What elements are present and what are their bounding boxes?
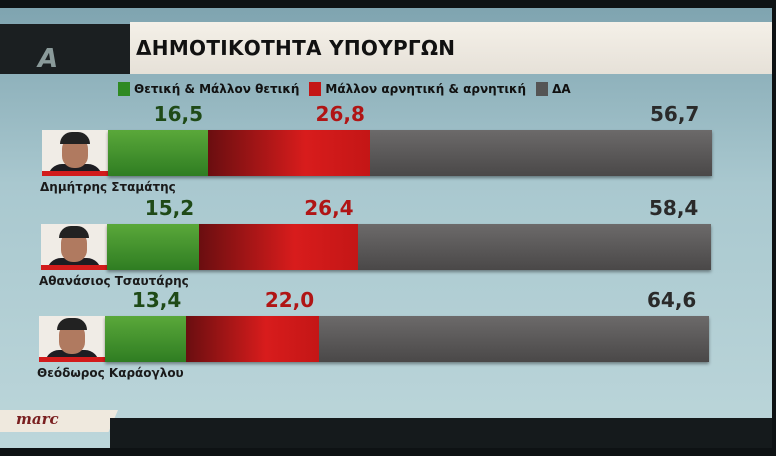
legend-item-dk: ΔΑ bbox=[536, 82, 571, 96]
bar-segment bbox=[369, 130, 712, 176]
category-label: Αθανάσιος Τσαυτάρης bbox=[39, 274, 189, 288]
bar-segment bbox=[318, 316, 709, 362]
data-label: 26,4 bbox=[304, 196, 354, 220]
minister-photo bbox=[41, 224, 107, 270]
data-label: 15,2 bbox=[144, 196, 195, 220]
bar-segment bbox=[105, 316, 186, 362]
data-label: 22,0 bbox=[264, 288, 315, 312]
minister-photo bbox=[39, 316, 105, 362]
bottom-strip bbox=[110, 418, 772, 448]
data-label: 56,7 bbox=[650, 102, 700, 126]
bar-segment bbox=[207, 130, 370, 176]
data-label: 64,6 bbox=[647, 288, 697, 312]
legend-swatch-red bbox=[309, 82, 322, 96]
stacked-bar bbox=[105, 316, 709, 362]
data-label: 26,8 bbox=[315, 102, 365, 126]
category-label: Θεόδωρος Καράογλου bbox=[37, 366, 184, 380]
data-label: 13,4 bbox=[131, 288, 182, 312]
bar-segment bbox=[358, 224, 711, 270]
bar-segment bbox=[107, 224, 199, 270]
legend: Θετική & Μάλλον θετική Μάλλον αρνητική &… bbox=[118, 82, 571, 96]
data-label: 58,4 bbox=[649, 196, 699, 220]
legend-swatch-gray bbox=[536, 82, 549, 96]
legend-item-positive: Θετική & Μάλλον θετική bbox=[118, 82, 299, 96]
minister-photo bbox=[42, 130, 108, 176]
bar-segment bbox=[108, 130, 208, 176]
legend-label: Μάλλον αρνητική & αρνητική bbox=[325, 82, 527, 96]
source-logo: marc bbox=[0, 410, 118, 432]
legend-label: Θετική & Μάλλον θετική bbox=[134, 82, 300, 96]
legend-item-negative: Μάλλον αρνητική & αρνητική bbox=[309, 82, 526, 96]
bar-segment bbox=[198, 224, 359, 270]
logo-box: A bbox=[0, 24, 132, 74]
channel-logo: A bbox=[38, 44, 59, 74]
chart-title: ΔΗΜΟΤΙΚΟΤΗΤΑ ΥΠΟΥΡΓΩΝ bbox=[136, 36, 456, 60]
stacked-bar bbox=[108, 130, 712, 176]
tv-screen: A ΔΗΜΟΤΙΚΟΤΗΤΑ ΥΠΟΥΡΓΩΝ Θετική & Μάλλον … bbox=[0, 8, 772, 448]
bar-segment bbox=[185, 316, 319, 362]
source-label: marc bbox=[16, 410, 59, 428]
data-label: 16,5 bbox=[153, 102, 204, 126]
legend-swatch-green bbox=[118, 82, 130, 96]
legend-label: ΔΑ bbox=[552, 82, 571, 96]
title-bar: ΔΗΜΟΤΙΚΟΤΗΤΑ ΥΠΟΥΡΓΩΝ bbox=[130, 22, 772, 74]
category-label: Δημήτρης Σταμάτης bbox=[40, 180, 176, 194]
stacked-bar bbox=[107, 224, 711, 270]
